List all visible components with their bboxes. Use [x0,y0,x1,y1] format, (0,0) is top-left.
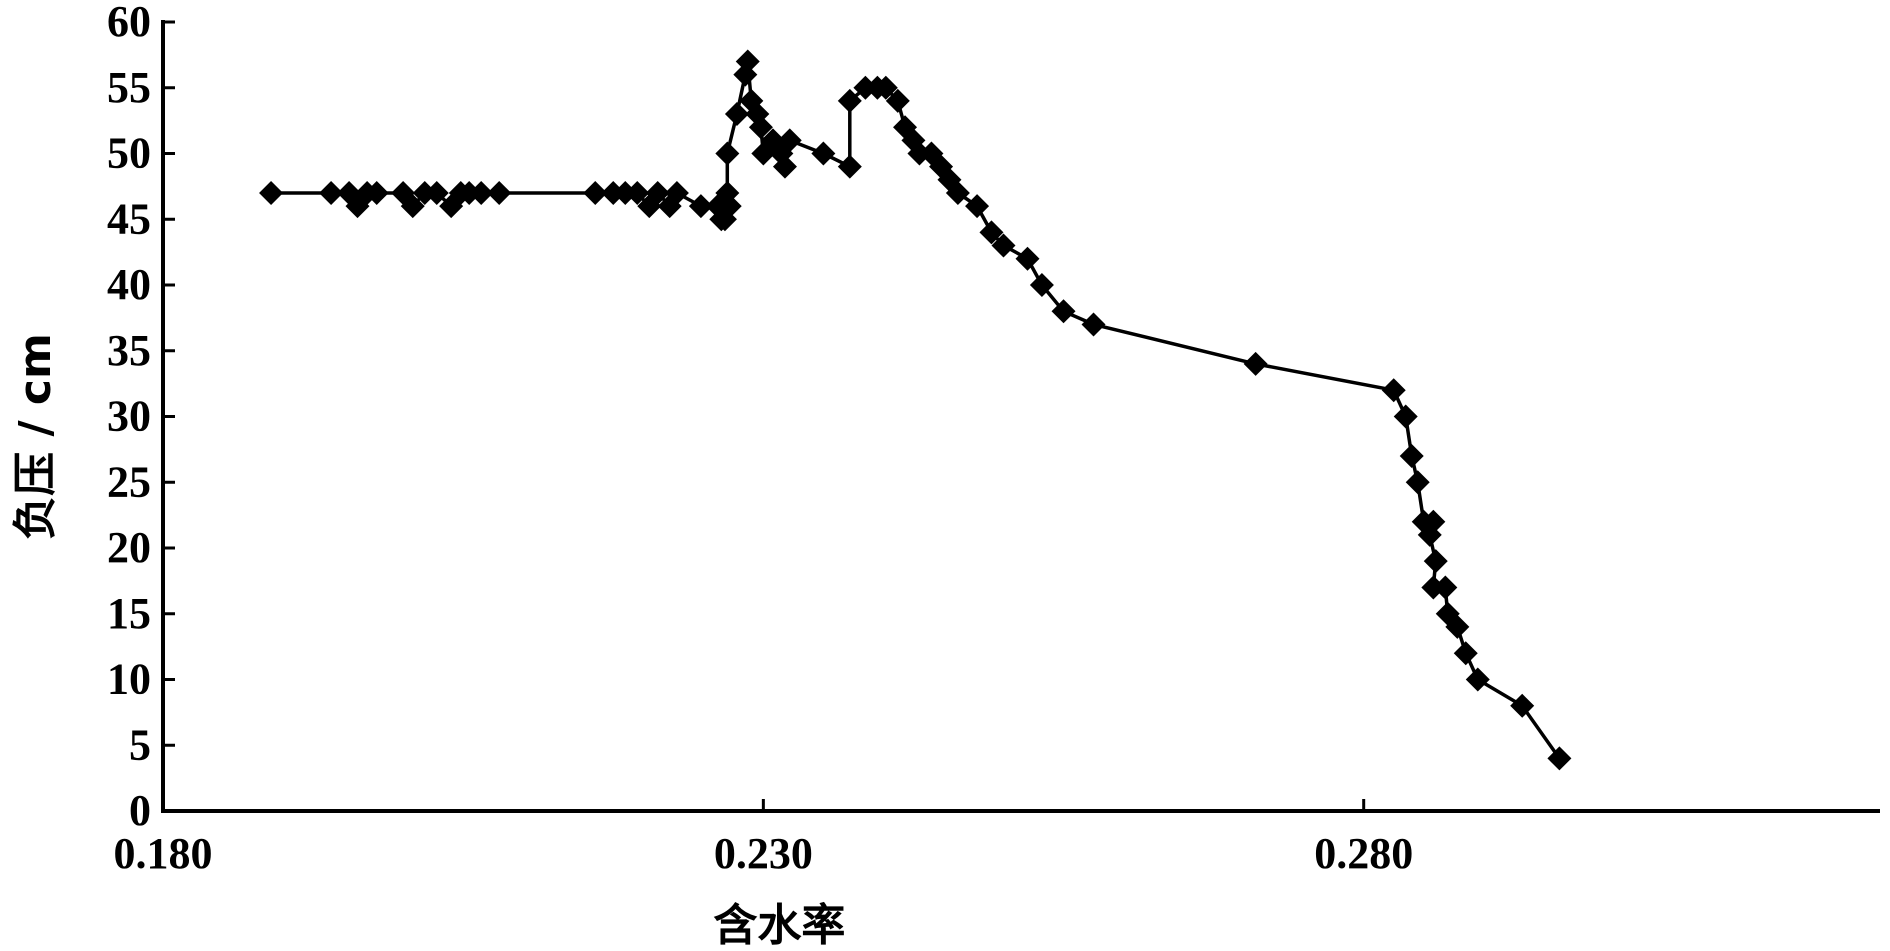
y-tick-label: 50 [107,129,151,178]
data-point-marker [885,88,910,113]
series-line [271,59,1561,760]
data-point-marker [991,233,1016,258]
data-point-marker [873,75,898,100]
x-ticks: 0.180 0.230 0.280 [114,799,1413,878]
y-tick-label: 30 [107,392,151,441]
data-point-marker [487,180,512,205]
data-point-marker [319,180,344,205]
y-tick-label: 10 [107,655,151,704]
data-point-marker [364,180,389,205]
data-point-marker [424,180,449,205]
y-tick-label: 35 [107,326,151,375]
data-point-marker [1510,693,1535,718]
data-point-marker [412,180,437,205]
data-point-marker [907,141,932,166]
data-point-marker [853,75,878,100]
data-point-marker [735,49,760,74]
data-point-marker [1051,299,1076,324]
y-tick-label: 0 [129,786,151,835]
y-tick-label: 60 [107,0,151,46]
data-point-marker [965,194,990,219]
y-tick-label: 20 [107,523,151,572]
data-point-marker [1393,404,1418,429]
data-point-marker [715,141,740,166]
data-point-marker [1243,351,1268,376]
data-point-marker [613,180,638,205]
y-ticks: 0 5 10 15 20 25 30 35 40 45 50 55 60 [107,0,175,835]
data-point-marker [601,180,626,205]
data-point-marker [1421,575,1446,600]
data-point-marker [715,180,740,205]
data-point-marker [1381,378,1406,403]
data-point-marker [583,180,608,205]
y-tick-label: 45 [107,194,151,243]
y-tick-label: 15 [107,589,151,638]
data-point-marker [688,194,713,219]
data-point-marker [625,180,650,205]
x-axis-title: 含水率 [713,900,845,951]
data-point-marker [1029,273,1054,297]
data-point-marker [811,141,836,166]
data-point-marker [1453,641,1478,666]
data-point-marker [1015,246,1040,271]
data-point-marker [1445,614,1470,639]
data-point-marker [979,220,1004,245]
y-tick-label: 5 [129,720,151,769]
data-point-marker [1547,746,1572,771]
data-point-marker [469,180,494,205]
y-tick-label: 55 [107,63,151,112]
data-point-marker [1417,522,1442,547]
x-tick-label: 0.280 [1314,829,1413,878]
data-point-marker [945,180,970,205]
data-point-marker [1399,443,1424,468]
data-point-marker [645,180,670,205]
x-tick-label: 0.180 [114,829,213,878]
data-point-marker [748,115,773,140]
data-point-marker [400,194,425,219]
data-point-marker [1433,575,1458,600]
data-point-marker [777,128,802,153]
data-point-marker [724,102,749,127]
y-axis-title: 负压 / cm [10,333,61,540]
data-point-marker [1465,667,1490,692]
data-point-marker [1081,312,1106,337]
series [259,49,1572,771]
data-point-marker [837,88,862,113]
y-tick-label: 25 [107,457,151,506]
axes [161,20,1880,813]
data-point-marker [664,180,689,205]
y-tick-label: 40 [107,260,151,309]
data-point-marker [1423,549,1448,574]
data-point-marker [1405,470,1430,495]
x-tick-label: 0.230 [714,829,813,878]
data-point-marker [772,154,797,179]
data-point-marker [837,154,862,179]
data-point-marker [259,180,284,205]
data-point-marker [457,180,482,205]
